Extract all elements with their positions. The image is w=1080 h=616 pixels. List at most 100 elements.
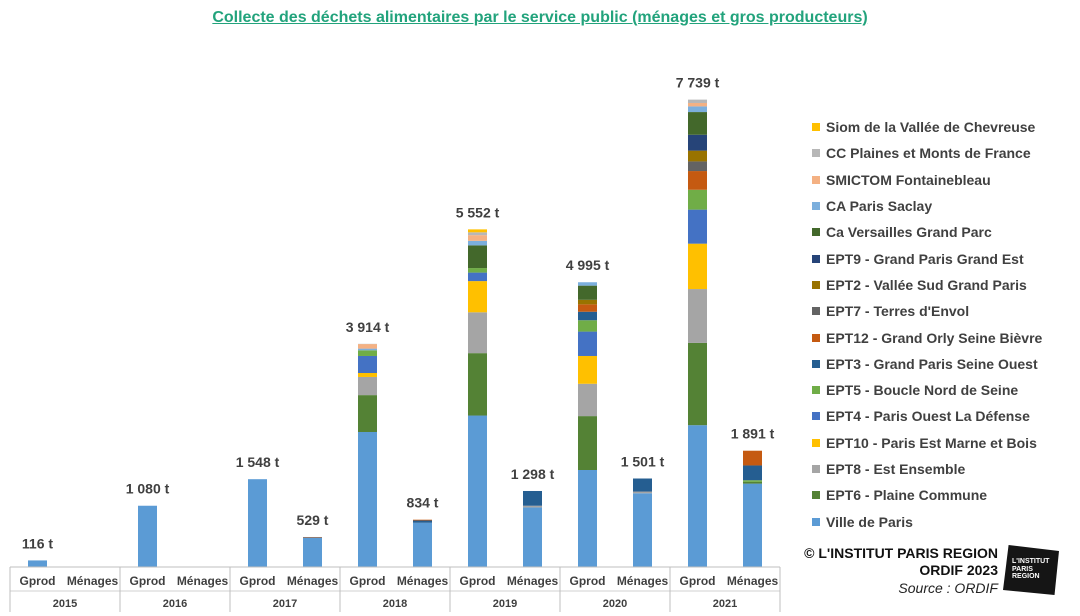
x-tick-label: Gprod	[570, 574, 606, 588]
bar-segment-2021-gprod-s14	[688, 99, 707, 103]
legend-swatch	[812, 333, 820, 342]
year-label-2020: 2020	[603, 598, 627, 610]
legend-item: EPT10 - Paris Est Marne et Bois	[812, 430, 1080, 456]
bar-segment-2019-mnages-s0	[523, 507, 542, 567]
bar-segment-2019-gprod-s14	[468, 232, 487, 236]
legend-item: SMICTOM Fontainebleau	[812, 167, 1080, 193]
bar-segment-2021-mnages-s0	[743, 483, 762, 567]
bar-segment-2020-gprod-s4	[578, 331, 597, 356]
bar-segment-2020-gprod-s9	[578, 299, 597, 305]
legend-swatch	[812, 175, 820, 184]
legend-swatch	[812, 359, 820, 368]
x-tick-label: Ménages	[617, 574, 669, 588]
legend-swatch	[812, 280, 820, 289]
legend-item: EPT7 - Terres d'Envol	[812, 298, 1080, 324]
bar-segment-2019-gprod-s13	[468, 235, 487, 241]
bar-segment-2021-gprod-s0	[688, 425, 707, 567]
bar-segment-2019-gprod-s11	[468, 245, 487, 269]
total-label-2019-gprod: 5 552 t	[456, 204, 500, 220]
year-label-2018: 2018	[383, 598, 407, 610]
bar-segment-2020-mnages-s2	[633, 491, 652, 494]
bar-segment-2020-mnages-s6	[633, 478, 652, 492]
bar-segment-2019-gprod-s0	[468, 415, 487, 567]
bar-segment-2021-gprod-s1	[688, 342, 707, 426]
legend-label: EPT9 - Grand Paris Grand Est	[826, 250, 1024, 267]
legend-item: EPT4 - Paris Ouest La Défense	[812, 403, 1080, 429]
x-tick-label: Ménages	[287, 574, 339, 588]
legend-label: CA Paris Saclay	[826, 198, 933, 215]
bar-segment-2019-gprod-s5	[468, 268, 487, 273]
legend-label: Ville de Paris	[826, 513, 913, 530]
legend-item: EPT3 - Grand Paris Seine Ouest	[812, 351, 1080, 377]
bar-segment-2020-gprod-s11	[578, 285, 597, 300]
legend-swatch	[812, 386, 820, 395]
year-label-2019: 2019	[493, 598, 517, 610]
bar-segment-2017-mnages-s0	[303, 537, 322, 567]
bar-segment-2019-gprod-s15	[468, 229, 487, 233]
legend-label: EPT10 - Paris Est Marne et Bois	[826, 434, 1037, 451]
total-label-2016-gprod: 1 080 t	[126, 481, 170, 497]
bar-segment-2021-gprod-s5	[688, 189, 707, 210]
bar-segment-2020-gprod-s3	[578, 355, 597, 384]
legend-label: EPT5 - Boucle Nord de Seine	[826, 382, 1019, 399]
institut-paris-region-logo: L'INSTITUT PARIS REGION	[1003, 545, 1059, 595]
x-tick-label: Gprod	[130, 574, 166, 588]
legend-swatch	[812, 254, 820, 263]
bar-segment-2018-mnages-s6	[413, 520, 432, 523]
bar-segment-2021-gprod-s7	[688, 171, 707, 190]
bar-segment-2021-gprod-s10	[688, 134, 707, 151]
bar-segment-2018-gprod-s13	[358, 344, 377, 349]
bar-segment-2018-mnages-s7	[413, 519, 432, 521]
bar-segment-2016-gprod-s0	[138, 505, 157, 567]
bar-segment-2018-gprod-s1	[358, 395, 377, 432]
bar-segment-2019-gprod-s12	[468, 240, 487, 246]
x-tick-label: Gprod	[240, 574, 276, 588]
legend-item: EPT6 - Plaine Commune	[812, 482, 1080, 508]
bar-segment-2021-gprod-s3	[688, 243, 707, 290]
bar-segment-2021-mnages-s6	[743, 465, 762, 481]
year-label-2016: 2016	[163, 598, 187, 610]
legend-swatch	[812, 412, 820, 421]
legend-swatch	[812, 491, 820, 500]
bar-segment-2021-gprod-s4	[688, 209, 707, 244]
legend-label: EPT4 - Paris Ouest La Défense	[826, 408, 1030, 425]
bar-segment-2020-gprod-s12	[578, 282, 597, 286]
logo-line-1: L'INSTITUT	[1012, 558, 1050, 565]
bar-segment-2021-gprod-s9	[688, 150, 707, 162]
legend-swatch	[812, 465, 820, 473]
bar-segment-2017-gprod-s0	[248, 479, 267, 567]
x-tick-label: Ménages	[397, 574, 449, 588]
x-tick-label: Gprod	[350, 574, 386, 588]
x-tick-label: Ménages	[67, 574, 119, 588]
bar-segment-2018-gprod-s12	[358, 348, 377, 351]
legend-item: Siom de la Vallée de Chevreuse	[812, 114, 1080, 140]
bar-segment-2021-gprod-s11	[688, 112, 707, 135]
legend-item: EPT12 - Grand Orly Seine Bièvre	[812, 324, 1080, 350]
legend-label: Ca Versailles Grand Parc	[826, 224, 992, 241]
year-label-2017: 2017	[273, 598, 297, 610]
legend-item: Ca Versailles Grand Parc	[812, 219, 1080, 245]
legend-label: EPT12 - Grand Orly Seine Bièvre	[826, 329, 1043, 346]
bar-segment-2018-gprod-s2	[358, 376, 377, 396]
credit-source: Source : ORDIF	[898, 580, 998, 596]
bar-segment-2019-gprod-s3	[468, 281, 487, 313]
legend-label: Siom de la Vallée de Chevreuse	[826, 119, 1036, 136]
year-label-2015: 2015	[53, 598, 77, 610]
bar-segment-2020-gprod-s1	[578, 416, 597, 470]
total-label-2017-menages: 529 t	[297, 512, 329, 528]
bar-segment-2018-gprod-s0	[358, 431, 377, 567]
total-label-2015-gprod: 116 t	[22, 535, 53, 551]
logo-line-3: REGION	[1012, 573, 1040, 580]
total-label-2018-gprod: 3 914 t	[346, 319, 390, 335]
legend-swatch	[812, 149, 820, 158]
logo-line-2: PARIS	[1012, 565, 1033, 573]
bar-segment-2019-gprod-s1	[468, 353, 487, 416]
legend-swatch	[812, 438, 820, 447]
bar-segment-2021-mnages-s1	[743, 481, 762, 484]
total-label-2018-menages: 834 t	[407, 495, 439, 511]
total-label-2021-gprod: 7 739 t	[676, 75, 720, 91]
credit-block: © L'INSTITUT PARIS REGION ORDIF 2023 Sou…	[780, 545, 998, 597]
legend-swatch	[812, 123, 820, 132]
legend-label: EPT8 - Est Ensemble	[826, 461, 966, 477]
